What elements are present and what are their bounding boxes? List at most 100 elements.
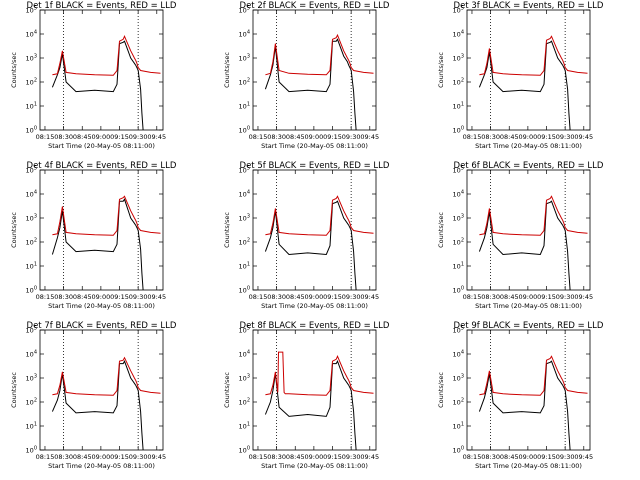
x-tick-label: 08:15 <box>463 453 482 461</box>
x-tick-label: 08:15 <box>36 133 55 141</box>
y-tick-label: 101 <box>453 102 464 111</box>
x-tick-label: 09:30 <box>129 453 148 461</box>
x-tick-label: 09:30 <box>342 293 361 301</box>
x-tick-label: 09:45 <box>574 293 593 301</box>
y-tick-label: 105 <box>26 326 37 335</box>
x-tick-label: 08:45 <box>73 293 92 301</box>
x-tick-label: 09:45 <box>360 293 379 301</box>
x-tick-label: 09:30 <box>342 453 361 461</box>
x-tick-label: 09:30 <box>556 293 575 301</box>
x-tick-label: 08:15 <box>463 133 482 141</box>
plot-frame <box>466 169 591 291</box>
y-tick-label: 103 <box>26 54 37 63</box>
y-axis-label: Counts/sec <box>437 372 445 408</box>
chart-panel-1: Det 1f BLACK = Events, RED = LLD 100 101 10… <box>10 1 177 150</box>
series-line-lld <box>52 356 161 396</box>
chart-title: Det 6f BLACK = Events, RED = LLD <box>454 161 604 171</box>
x-tick-label: 09:15 <box>537 133 556 141</box>
y-tick-label: 100 <box>26 286 37 295</box>
x-tick-label: 08:45 <box>500 133 519 141</box>
y-tick-label: 101 <box>26 102 37 111</box>
x-tick-label: 08:45 <box>500 453 519 461</box>
x-tick-label: 09:30 <box>556 133 575 141</box>
x-tick-label: 08:45 <box>286 133 305 141</box>
x-tick-label: 08:30 <box>54 133 73 141</box>
y-tick-label: 101 <box>239 262 250 271</box>
y-axis-label: Counts/sec <box>10 52 18 88</box>
plot-frame <box>252 329 377 451</box>
x-tick-label: 09:00 <box>305 133 324 141</box>
y-tick-label: 100 <box>453 446 464 455</box>
y-tick-label: 104 <box>453 190 464 199</box>
y-tick-label: 103 <box>26 374 37 383</box>
y-tick-label: 103 <box>453 54 464 63</box>
y-tick-label: 105 <box>26 166 37 175</box>
x-tick-label: 09:00 <box>92 453 111 461</box>
y-tick-label: 101 <box>239 102 250 111</box>
x-tick-label: 09:00 <box>305 453 324 461</box>
x-tick-label: 08:30 <box>481 133 500 141</box>
y-tick-label: 102 <box>239 78 250 87</box>
chart-panel-8: Det 8f BLACK = Events, RED = LLD 100 101 10… <box>223 321 390 470</box>
plot-frame <box>39 329 164 451</box>
x-tick-label: 09:15 <box>110 453 129 461</box>
x-tick-label: 09:45 <box>147 453 166 461</box>
y-tick-label: 104 <box>26 350 37 359</box>
x-tick-label: 09:15 <box>110 133 129 141</box>
x-tick-label: 09:15 <box>323 133 342 141</box>
series-line-events <box>51 359 144 451</box>
x-tick-label: 08:45 <box>500 293 519 301</box>
chart-title: Det 1f BLACK = Events, RED = LLD <box>27 1 177 11</box>
y-tick-label: 103 <box>239 54 250 63</box>
y-tick-label: 104 <box>26 190 37 199</box>
x-tick-label: 09:30 <box>129 133 148 141</box>
y-axis-label: Counts/sec <box>223 372 231 408</box>
y-tick-label: 101 <box>26 422 37 431</box>
x-axis-label: Start Time (20-May-05 08:11:00) <box>475 302 582 310</box>
x-tick-label: 09:30 <box>556 453 575 461</box>
y-axis-label: Counts/sec <box>10 212 18 248</box>
chart-panel-3: Det 3f BLACK = Events, RED = LLD 100 101 10… <box>437 1 604 150</box>
x-axis-label: Start Time (20-May-05 08:11:00) <box>475 142 582 150</box>
chart-title: Det 9f BLACK = Events, RED = LLD <box>454 321 604 331</box>
x-tick-label: 08:15 <box>249 453 268 461</box>
y-tick-label: 102 <box>26 398 37 407</box>
y-tick-label: 102 <box>453 78 464 87</box>
y-tick-label: 100 <box>26 126 37 135</box>
y-tick-label: 100 <box>26 446 37 455</box>
x-tick-label: 08:30 <box>481 453 500 461</box>
y-axis-label: Counts/sec <box>437 212 445 248</box>
chart-title: Det 5f BLACK = Events, RED = LLD <box>240 161 390 171</box>
series-line-lld <box>52 35 161 76</box>
x-tick-label: 08:30 <box>267 133 286 141</box>
chart-title: Det 4f BLACK = Events, RED = LLD <box>27 161 177 171</box>
x-tick-label: 09:00 <box>519 133 538 141</box>
x-tick-label: 09:45 <box>360 453 379 461</box>
y-tick-label: 102 <box>239 398 250 407</box>
x-axis-label: Start Time (20-May-05 08:11:00) <box>475 462 582 470</box>
series-line-lld <box>265 351 374 396</box>
x-tick-label: 09:30 <box>129 293 148 301</box>
y-tick-label: 102 <box>453 398 464 407</box>
x-tick-label: 08:30 <box>267 453 286 461</box>
series-line-events <box>478 40 571 131</box>
y-tick-label: 101 <box>453 262 464 271</box>
x-tick-label: 08:15 <box>36 453 55 461</box>
series-line-lld <box>265 195 374 236</box>
x-tick-label: 08:30 <box>54 293 73 301</box>
y-tick-label: 105 <box>239 166 250 175</box>
y-tick-label: 100 <box>453 286 464 295</box>
x-tick-label: 09:45 <box>147 293 166 301</box>
y-tick-label: 104 <box>239 350 250 359</box>
y-tick-label: 100 <box>453 126 464 135</box>
chart-title: Det 8f BLACK = Events, RED = LLD <box>240 321 390 331</box>
y-tick-label: 100 <box>239 126 250 135</box>
y-axis-label: Counts/sec <box>223 52 231 88</box>
chart-panel-2: Det 2f BLACK = Events, RED = LLD 100 101 10… <box>223 1 390 150</box>
y-tick-label: 105 <box>453 326 464 335</box>
x-tick-label: 09:15 <box>323 453 342 461</box>
series-line-events <box>264 200 357 291</box>
chart-title: Det 7f BLACK = Events, RED = LLD <box>27 321 177 331</box>
x-tick-label: 09:15 <box>323 293 342 301</box>
